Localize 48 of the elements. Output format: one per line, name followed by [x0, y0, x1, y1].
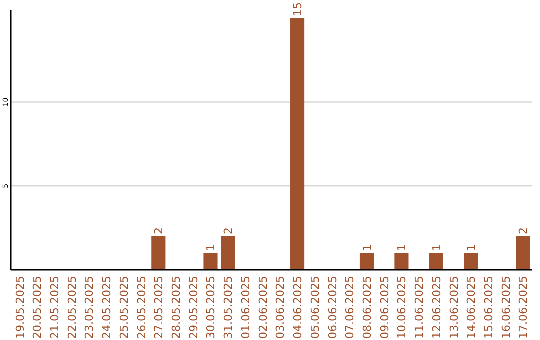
- bar: [152, 236, 166, 270]
- x-tick-label: 12.06.2025: [430, 276, 444, 339]
- x-tick-label: 25.05.2025: [118, 276, 131, 339]
- x-tick-label: 23.05.2025: [83, 276, 96, 339]
- x-tick-label: 19.05.2025: [14, 276, 27, 339]
- x-tick-label: 17.06.2025: [517, 276, 530, 339]
- bar: [290, 18, 305, 270]
- bar: [221, 236, 236, 270]
- x-tick-label: 13.06.2025: [448, 276, 461, 339]
- data-label: 1: [360, 244, 374, 252]
- x-tick-label: 05.06.2025: [308, 276, 322, 339]
- x-tick-label: 15.06.2025: [482, 276, 496, 339]
- x-tick-label: 16.06.2025: [500, 276, 513, 339]
- x-tick-label: 06.06.2025: [326, 276, 340, 339]
- data-label: 2: [222, 227, 236, 234]
- x-tick-label: 01.06.2025: [239, 276, 252, 339]
- x-tick-label: 31.05.2025: [222, 276, 236, 339]
- data-label: 1: [204, 244, 218, 252]
- data-label: 1: [396, 244, 409, 252]
- x-tick-label: 08.06.2025: [360, 276, 374, 339]
- data-label: 2: [517, 227, 530, 234]
- bar: [394, 253, 409, 270]
- x-tick-label: 20.05.2025: [31, 276, 44, 339]
- x-tick-label: 14.06.2025: [465, 276, 478, 339]
- x-tick-label: 07.06.2025: [344, 276, 357, 339]
- data-label: 2: [152, 227, 166, 234]
- x-tick-label: 09.06.2025: [378, 276, 392, 339]
- data-label: 15: [292, 2, 305, 16]
- x-tick-label: 11.06.2025: [413, 276, 426, 339]
- bar: [429, 253, 444, 270]
- x-tick-label: 03.06.2025: [274, 276, 288, 339]
- bar: [516, 236, 530, 270]
- data-label: 1: [430, 244, 444, 252]
- x-tick-label: 10.06.2025: [396, 276, 409, 339]
- x-tick-label: 26.05.2025: [135, 276, 148, 339]
- bar: [360, 253, 374, 270]
- x-tick-label: 29.05.2025: [187, 276, 200, 339]
- data-label: 1: [465, 244, 478, 252]
- x-tick-label: 02.06.2025: [256, 276, 270, 339]
- x-tick-label: 04.06.2025: [292, 276, 305, 339]
- bar: [204, 253, 218, 270]
- x-tick-label: 22.05.2025: [66, 276, 79, 339]
- x-tick-label: 21.05.2025: [48, 276, 62, 339]
- x-tick-label: 28.05.2025: [170, 276, 184, 339]
- bar: [464, 253, 478, 270]
- x-tick-label: 24.05.2025: [100, 276, 114, 339]
- x-tick-label: 27.05.2025: [152, 276, 166, 339]
- x-tick-label: 30.05.2025: [204, 276, 218, 339]
